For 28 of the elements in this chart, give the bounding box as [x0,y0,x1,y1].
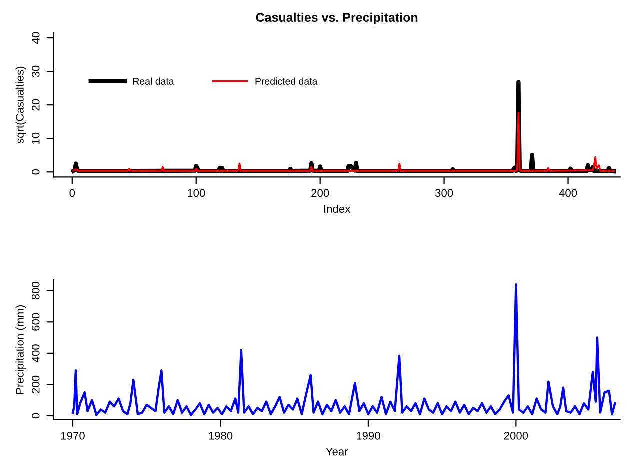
y-tick-label: 30 [32,66,40,78]
line-series [72,112,616,172]
y-axis-title: Precipitation (mm) [16,306,26,394]
legend-label: Real data [133,78,174,85]
y-tick-label: 0 [32,413,40,419]
x-tick-label: 1990 [356,432,380,440]
x-tick-label: 1970 [62,432,85,440]
x-tick-label: 400 [559,189,578,198]
y-tick-label: 200 [32,376,40,394]
x-tick-label: 0 [70,189,76,198]
y-tick-label: 0 [32,169,40,175]
chart-title: Casualties vs. Precipitation [256,12,418,24]
x-tick-label: 200 [312,189,330,198]
y-tick-label: 600 [32,313,40,331]
y-tick-label: 400 [32,344,40,362]
x-tick-label: 100 [188,189,206,198]
y-tick-label: 20 [32,99,40,111]
y-tick-label: 10 [32,132,40,144]
y-tick-label: 800 [32,282,40,300]
y-axis-title: sqrt(Casualties) [16,66,26,144]
x-tick-label: 1980 [209,432,233,440]
x-tick-label: 300 [435,189,454,198]
x-axis-title: Year [326,448,348,456]
y-tick-label: 40 [32,32,40,44]
legend-label: Predicted data [256,78,318,85]
x-tick-label: 2000 [504,432,528,440]
x-axis-title: Index [324,204,351,214]
line-series [72,284,616,416]
